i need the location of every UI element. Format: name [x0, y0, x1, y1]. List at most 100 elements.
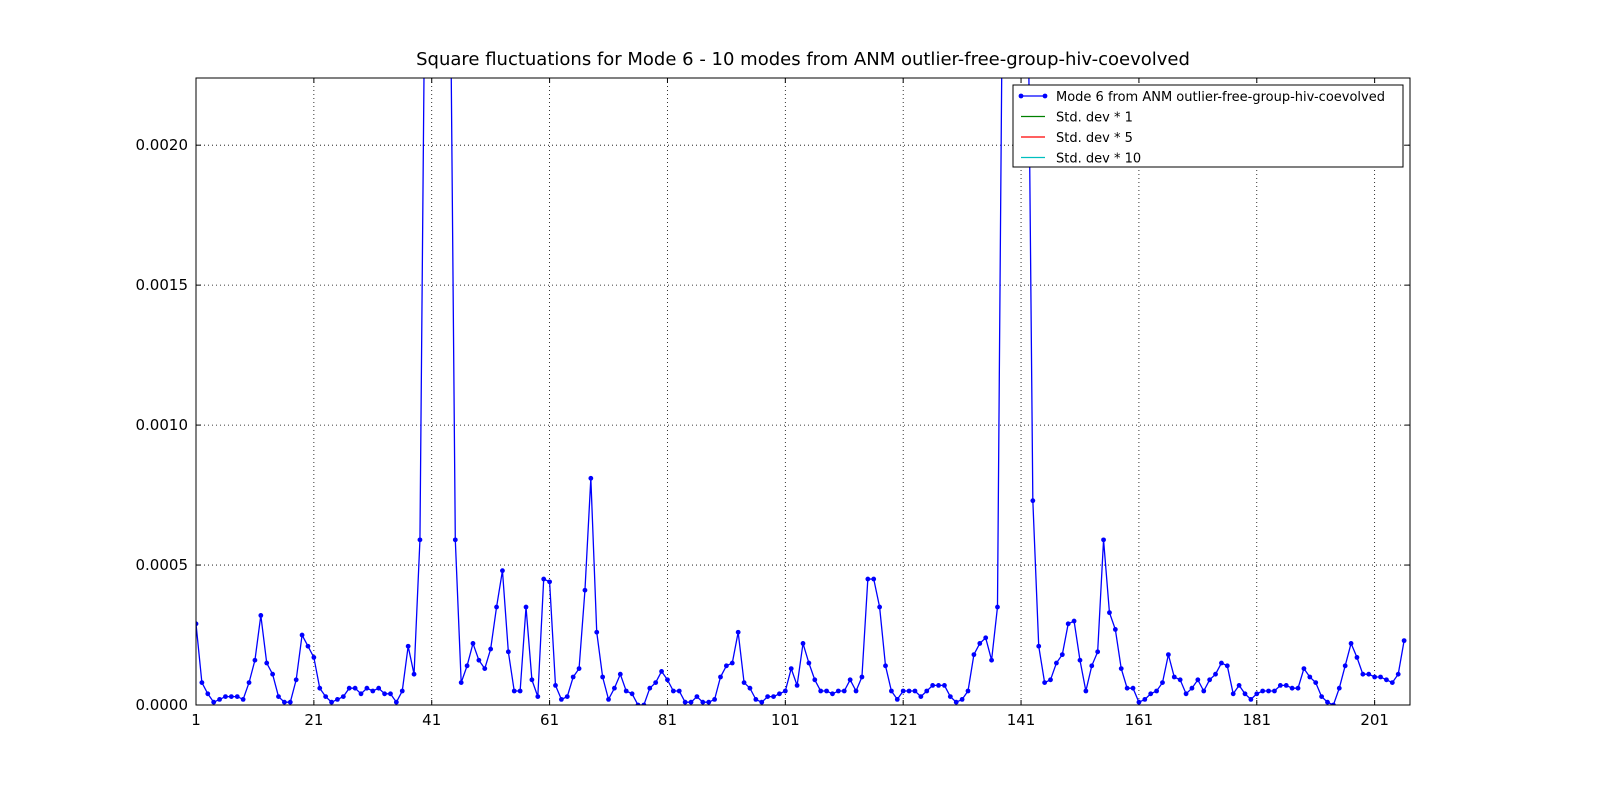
x-tick-label: 141: [1007, 711, 1036, 729]
data-point: [953, 699, 959, 705]
data-point: [794, 683, 800, 688]
data-point: [1177, 677, 1183, 683]
data-point: [1219, 660, 1224, 666]
data-point: [653, 680, 659, 686]
data-point: [199, 680, 205, 686]
data-point: [835, 688, 841, 694]
plot-frame: [195, 77, 1411, 706]
data-point: [782, 688, 788, 694]
data-point: [576, 666, 582, 672]
data-point: [388, 691, 393, 697]
data-point: [806, 660, 812, 666]
data-point: [553, 683, 558, 688]
x-tick-label: 1: [191, 711, 201, 729]
data-point: [859, 674, 865, 680]
data-point: [411, 671, 417, 677]
data-point: [942, 683, 947, 688]
data-point: [818, 688, 824, 694]
data-point: [399, 688, 405, 694]
data-point: [228, 694, 234, 700]
data-point: [635, 702, 641, 705]
data-point: [570, 674, 576, 680]
data-point: [1189, 685, 1195, 691]
data-point: [1118, 666, 1124, 672]
data-point: [600, 674, 606, 680]
data-point: [305, 643, 311, 649]
x-tick-label: 61: [540, 711, 559, 729]
data-point: [376, 685, 382, 691]
data-point: [196, 621, 199, 627]
data-point: [989, 657, 994, 663]
data-point: [370, 688, 376, 694]
data-point: [393, 699, 399, 705]
data-point: [729, 660, 735, 666]
data-point: [1195, 677, 1201, 683]
data-point: [234, 694, 240, 700]
data-point: [1048, 677, 1053, 683]
data-point: [965, 688, 971, 694]
data-point: [718, 674, 723, 680]
data-point: [906, 688, 912, 694]
data-point: [382, 691, 387, 697]
data-point: [281, 699, 287, 705]
y-tick-label: 0.0010: [136, 416, 189, 434]
data-point: [1107, 610, 1112, 616]
data-point: [1077, 657, 1083, 663]
data-point: [346, 685, 352, 691]
data-point: [1366, 671, 1372, 677]
data-point: [417, 537, 423, 543]
data-point: [647, 685, 653, 691]
data-point: [329, 699, 334, 705]
data-point: [1165, 652, 1171, 658]
data-point: [452, 537, 458, 543]
x-tick-label: 181: [1242, 711, 1271, 729]
data-point: [853, 688, 859, 694]
data-point: [511, 688, 517, 694]
data-point: [841, 688, 847, 694]
data-point: [830, 691, 835, 697]
data-point: [1142, 697, 1148, 702]
data-point: [523, 604, 529, 610]
data-point: [977, 641, 983, 646]
data-point: [1160, 680, 1165, 686]
data-point: [670, 688, 676, 694]
data-point: [564, 694, 570, 700]
data-point: [1095, 649, 1101, 655]
data-point: [753, 697, 759, 702]
data-point: [623, 688, 629, 694]
data-point: [299, 632, 305, 638]
data-point: [959, 697, 965, 702]
data-point: [612, 685, 617, 691]
data-point: [1248, 697, 1254, 702]
data-point: [1384, 677, 1389, 683]
data-point: [1272, 688, 1277, 694]
data-point: [287, 699, 293, 705]
data-point: [995, 604, 1000, 610]
data-point: [676, 688, 682, 694]
data-point: [1325, 699, 1330, 705]
data-point: [517, 688, 523, 694]
data-point: [1124, 685, 1130, 691]
legend-marker: [1018, 93, 1024, 99]
data-point: [547, 579, 552, 585]
data-point: [1136, 699, 1142, 705]
data-point: [1254, 691, 1260, 697]
data-point: [1207, 677, 1213, 683]
data-point: [358, 691, 364, 697]
data-point: [1401, 638, 1407, 644]
data-point: [735, 629, 741, 635]
data-point: [1277, 683, 1283, 688]
data-point: [912, 688, 918, 694]
data-point: [871, 576, 877, 582]
data-point: [1071, 618, 1077, 624]
data-point: [1372, 674, 1378, 680]
data-point: [558, 697, 564, 702]
data-point: [1301, 666, 1307, 672]
data-point: [1101, 537, 1106, 543]
data-point: [900, 688, 906, 694]
data-point: [217, 697, 222, 702]
data-point: [694, 694, 700, 700]
data-point: [323, 694, 329, 700]
data-point: [1236, 683, 1242, 688]
